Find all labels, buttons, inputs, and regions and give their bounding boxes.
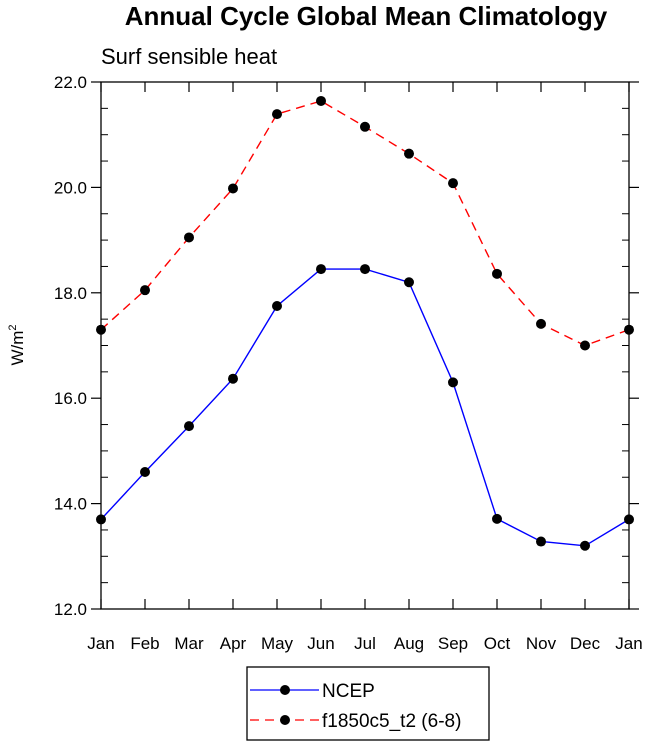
y-tick-label: 20.0 [54, 178, 87, 197]
x-tick-label: May [261, 634, 294, 653]
legend-marker-f1850 [280, 715, 290, 725]
data-point [184, 232, 194, 243]
y-tick-label: 14.0 [54, 495, 87, 514]
x-tick-label: Nov [526, 634, 557, 653]
x-tick-label: Dec [570, 634, 601, 653]
data-point [184, 421, 194, 432]
y-axis-label: W/m2 [7, 324, 27, 365]
legend-marker-ncep [280, 685, 290, 695]
x-tick-label: Jan [87, 634, 114, 653]
y-tick-label: 12.0 [54, 600, 87, 619]
data-point [536, 536, 546, 547]
data-point [360, 264, 370, 275]
data-point [140, 466, 150, 477]
data-point [228, 183, 238, 194]
data-point [360, 121, 370, 132]
x-tick-label: Jan [615, 634, 642, 653]
data-point [140, 285, 150, 296]
y-tick-label: 22.0 [54, 73, 87, 92]
data-point [492, 513, 502, 524]
x-tick-labels: Jan Feb Mar Apr May Jun Jul Aug Sep Oct Nov Dec Jan [87, 634, 642, 653]
data-point [272, 300, 282, 311]
x-tick-label: Jul [354, 634, 376, 653]
x-tick-label: Apr [220, 634, 247, 653]
data-point [404, 277, 414, 288]
y-tick-label: 16.0 [54, 389, 87, 408]
chart-title: Annual Cycle Global Mean Climatology [125, 1, 608, 31]
legend-box [246, 666, 490, 741]
data-point [448, 178, 458, 189]
axis-ticks [91, 81, 639, 610]
y-tick-labels: 12.0 14.0 16.0 18.0 20.0 22.0 [54, 73, 87, 619]
data-point [492, 268, 502, 279]
data-point [404, 148, 414, 159]
series-line-0 [100, 268, 630, 547]
legend: NCEP f1850c5_t2 (6-8) [246, 666, 490, 741]
series-layer [96, 95, 634, 551]
x-tick-label: Mar [174, 634, 204, 653]
series-line-1 [100, 100, 630, 347]
x-tick-label: Oct [484, 634, 511, 653]
x-tick-label: Jun [307, 634, 334, 653]
data-point [228, 373, 238, 384]
data-point [536, 318, 546, 329]
x-tick-label: Sep [438, 634, 468, 653]
data-point [316, 264, 326, 275]
y-axis-label-text: W/m [8, 331, 27, 366]
x-tick-label: Feb [130, 634, 159, 653]
plot-frame [100, 81, 630, 610]
legend-label-f1850: f1850c5_t2 (6-8) [322, 711, 461, 732]
y-axis-label-superscript: 2 [7, 324, 19, 330]
y-tick-label: 18.0 [54, 284, 87, 303]
svg-text:W/m2: W/m2 [7, 324, 27, 365]
x-tick-label: Aug [394, 634, 424, 653]
data-point [580, 340, 590, 351]
legend-label-ncep: NCEP [322, 681, 375, 702]
data-point [448, 377, 458, 388]
data-point [272, 109, 282, 120]
data-point [580, 540, 590, 551]
chart-subtitle: Surf sensible heat [101, 44, 277, 69]
data-point [316, 95, 326, 106]
